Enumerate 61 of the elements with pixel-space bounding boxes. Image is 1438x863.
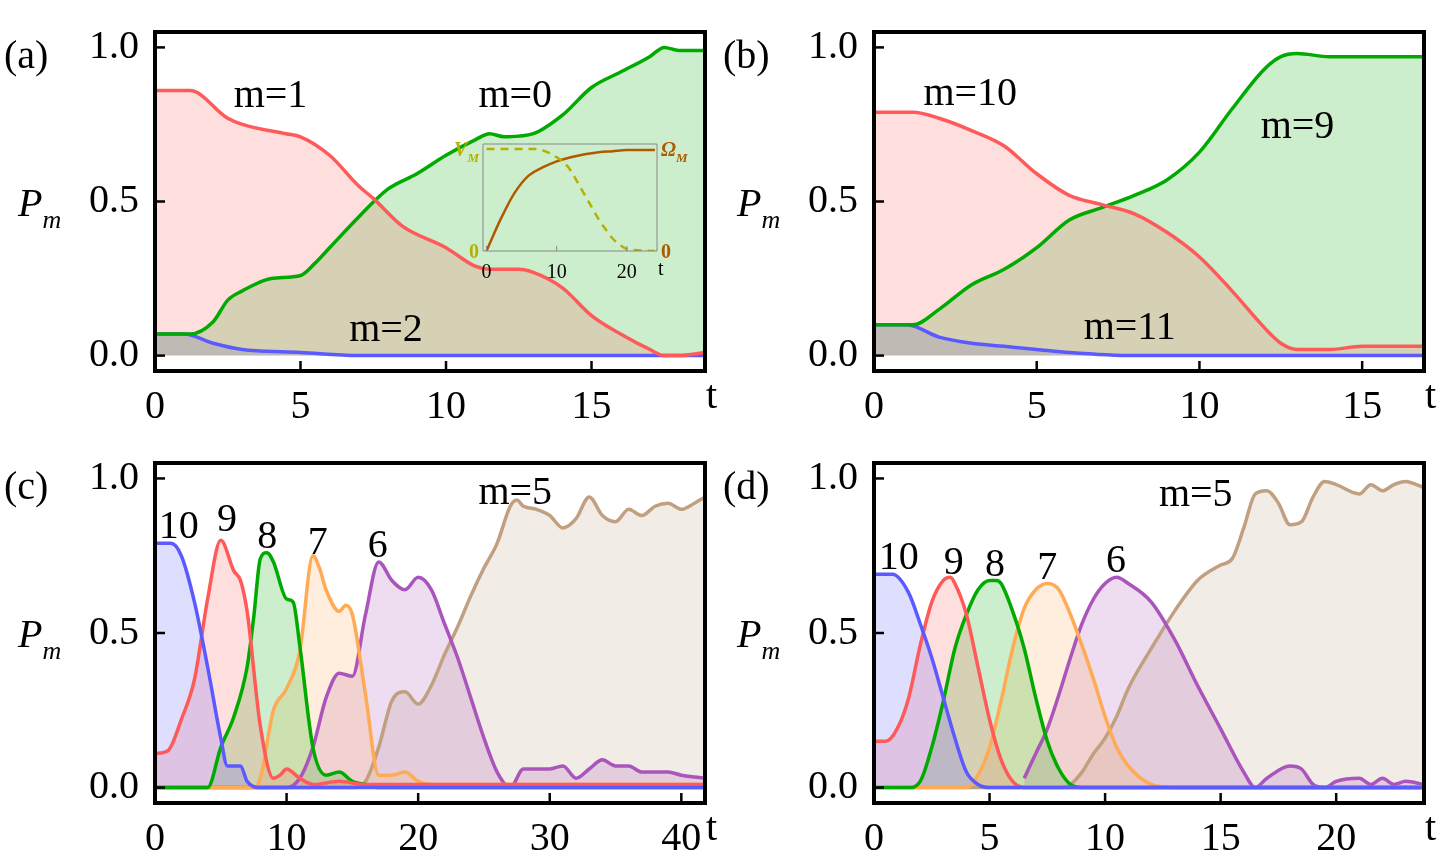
y-tick-label: 1.0 bbox=[89, 452, 139, 498]
y-tick-label: 0.0 bbox=[808, 330, 858, 376]
x-tick-label: 20 bbox=[398, 813, 439, 859]
series-label: 8 bbox=[257, 512, 278, 558]
chart-title: (d) bbox=[723, 463, 770, 508]
series-label: m=11 bbox=[1083, 303, 1176, 349]
chart-title: (a) bbox=[4, 32, 49, 77]
x-tick-label: 10 bbox=[1179, 381, 1220, 427]
x-tick-label: 30 bbox=[529, 813, 570, 859]
y-tick-label: 0.5 bbox=[808, 176, 858, 221]
x-tick-label: 5 bbox=[290, 381, 311, 427]
x-tick-label: 10 bbox=[1085, 813, 1126, 859]
x-axis-title: t bbox=[658, 256, 664, 279]
x-tick-label: 15 bbox=[571, 381, 612, 427]
series-label: 9 bbox=[217, 495, 238, 541]
series-label: m=10 bbox=[923, 69, 1018, 115]
x-axis-title: t bbox=[706, 804, 718, 850]
series-label: m=1 bbox=[233, 71, 308, 117]
series-label: m=9 bbox=[1260, 101, 1335, 147]
series-label: 7 bbox=[307, 517, 328, 563]
y-tick-label: 1.0 bbox=[89, 21, 139, 67]
x-tick-label: 15 bbox=[1342, 381, 1383, 427]
series-label: m=5 bbox=[1158, 469, 1233, 515]
y-tick-label: 0.0 bbox=[89, 762, 139, 808]
x-tick-label: 5 bbox=[1026, 381, 1047, 427]
x-tick-label: 15 bbox=[1200, 813, 1241, 859]
x-axis-title: t bbox=[706, 372, 718, 418]
series-label: 6 bbox=[367, 520, 388, 566]
annotation: 0 bbox=[661, 240, 671, 262]
x-tick-label: 5 bbox=[979, 813, 1000, 859]
chart-title: (b) bbox=[723, 32, 770, 77]
series-label: 10 bbox=[158, 502, 199, 548]
series-label: m=0 bbox=[478, 71, 553, 117]
series-label: 6 bbox=[1106, 536, 1126, 582]
x-tick-label: 0 bbox=[145, 813, 165, 859]
x-tick-label: 20 bbox=[616, 260, 637, 283]
x-axis-title: t bbox=[1425, 372, 1437, 418]
x-axis-title: t bbox=[1425, 804, 1437, 850]
series-label: 7 bbox=[1037, 543, 1058, 588]
y-tick-label: 0.5 bbox=[89, 176, 139, 221]
annotation: 0 bbox=[469, 240, 479, 262]
y-tick-label: 1.0 bbox=[808, 452, 858, 498]
series-label: m=5 bbox=[478, 468, 553, 514]
series-label: m=2 bbox=[349, 304, 423, 350]
y-tick-label: 0.5 bbox=[808, 607, 858, 653]
x-tick-label: 0 bbox=[145, 381, 165, 427]
y-tick-label: 1.0 bbox=[808, 21, 858, 67]
y-tick-label: 0.0 bbox=[89, 330, 139, 376]
x-tick-label: 10 bbox=[546, 260, 567, 283]
series-label: 8 bbox=[985, 539, 1005, 585]
chart-title: (c) bbox=[4, 463, 49, 508]
y-tick-label: 0.0 bbox=[808, 762, 858, 808]
y-tick-label: 0.5 bbox=[89, 607, 139, 653]
series-label: 10 bbox=[878, 532, 919, 578]
x-tick-label: 10 bbox=[426, 381, 467, 427]
x-tick-label: 0 bbox=[864, 381, 884, 427]
x-tick-label: 40 bbox=[661, 813, 702, 859]
series-label: 9 bbox=[943, 537, 964, 583]
x-tick-label: 20 bbox=[1316, 813, 1357, 859]
x-tick-label: 0 bbox=[864, 813, 884, 859]
x-tick-label: 10 bbox=[266, 813, 307, 859]
